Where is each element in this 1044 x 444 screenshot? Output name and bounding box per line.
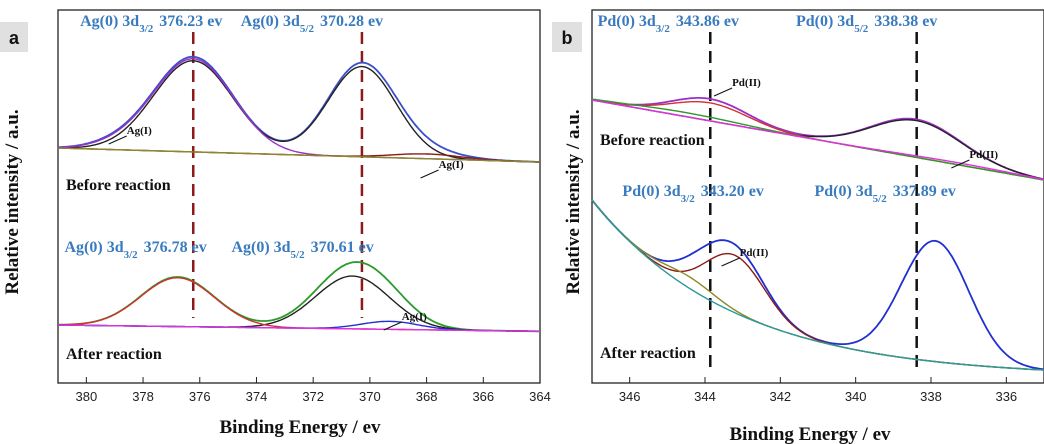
- species-arrow: [383, 321, 402, 331]
- species-arrow: [108, 135, 127, 145]
- condition-label: Before reaction: [66, 177, 171, 194]
- panel-a-reference-lines: [191, 32, 364, 318]
- x-tick-label: 376: [189, 389, 211, 404]
- panel-a-xlabel: Binding Energy / ev: [220, 417, 381, 438]
- panel-b-ylabel: Relative intensity / a.u.: [563, 109, 584, 294]
- species-label: Ag(I): [439, 159, 464, 171]
- panel-b: b Relative intensity / a.u. Binding Ener…: [552, 9, 1044, 444]
- x-tick-label: 370: [359, 389, 381, 404]
- peak-label: Pd(0) 3d3/2 343.20 ev: [622, 183, 763, 205]
- panel-a-letter-box: [0, 22, 28, 52]
- species-arrow: [951, 159, 970, 169]
- species-arrow: [713, 87, 733, 97]
- x-tick-label: 336: [995, 389, 1017, 404]
- x-tick-label: 366: [472, 389, 494, 404]
- panel-b-letter-box: [552, 22, 582, 52]
- x-tick-label: 380: [76, 389, 98, 404]
- panel-a-letter: a: [9, 28, 20, 48]
- panel-b-curves: [591, 97, 1044, 371]
- series-after-envelope: [58, 261, 540, 333]
- x-tick-label: 374: [246, 389, 268, 404]
- x-tick-label: 346: [619, 389, 641, 404]
- condition-label: After reaction: [66, 346, 162, 363]
- peak-label: Pd(0) 3d5/2 338.38 ev: [796, 13, 937, 35]
- species-arrow: [721, 257, 740, 267]
- panel-a-ylabel: Relative intensity / a.u.: [2, 109, 23, 294]
- panel-b-labels: Pd(0) 3d3/2 343.86 ev Pd(0) 3d5/2 338.38 ev…: [598, 13, 999, 362]
- x-tick-label: 378: [132, 389, 154, 404]
- peak-label: Ag(0) 3d3/2 376.78 ev: [65, 239, 207, 261]
- x-tick-label: 372: [302, 389, 324, 404]
- panel-a: a Relative intensity / a.u. Binding Ener…: [0, 9, 551, 438]
- panel-a-frame: [57, 9, 541, 384]
- series-after-baseline: [591, 199, 1044, 371]
- peak-label: Ag(0) 3d5/2 370.61 ev: [231, 239, 373, 261]
- series-after-envelope: [591, 199, 1044, 371]
- series-before-component: [57, 58, 541, 163]
- series-before-baseline: [57, 147, 541, 163]
- panel-b-xlabel: Binding Energy / ev: [730, 424, 891, 444]
- panel-a-xticks: 380 378 376 374 372 370 368 366 364: [76, 377, 551, 404]
- species-label: Pd(II): [732, 77, 761, 89]
- x-tick-label: 342: [769, 389, 791, 404]
- x-tick-label: 340: [845, 389, 867, 404]
- series-after-baseline: [58, 324, 540, 332]
- peak-label: Ag(0) 3d5/2 370.28 ev: [241, 13, 383, 35]
- panel-b-frame: [591, 9, 1044, 384]
- condition-label: Before reaction: [600, 132, 705, 149]
- x-tick-label: 344: [694, 389, 716, 404]
- series-before-envelope: [57, 55, 541, 163]
- species-label: Pd(II): [740, 247, 769, 259]
- x-tick-label: 364: [529, 389, 551, 404]
- panel-a-curves: [57, 55, 541, 333]
- peak-label: Pd(0) 3d3/2 343.86 ev: [598, 13, 739, 35]
- panel-a-labels: Ag(0) 3d3/2 376.23 ev Ag(0) 3d5/2 370.28 ev…: [65, 13, 464, 363]
- x-tick-label: 338: [920, 389, 942, 404]
- species-label: Ag(I): [127, 125, 152, 137]
- condition-label: After reaction: [600, 345, 696, 362]
- series-before-fit: [58, 59, 541, 163]
- species-label: Pd(II): [969, 149, 998, 161]
- peak-label: Ag(0) 3d3/2 376.23 ev: [80, 13, 222, 35]
- panel-b-letter: b: [562, 28, 573, 48]
- panel-b-xticks: 346 344 342 340 338 336: [619, 377, 1017, 404]
- x-tick-label: 368: [416, 389, 438, 404]
- peak-label: Pd(0) 3d5/2 337.89 ev: [814, 183, 955, 205]
- series-before-component: [591, 99, 1044, 181]
- series-after-component: [58, 277, 540, 332]
- species-arrow: [420, 169, 439, 179]
- species-label: Ag(I): [402, 311, 427, 323]
